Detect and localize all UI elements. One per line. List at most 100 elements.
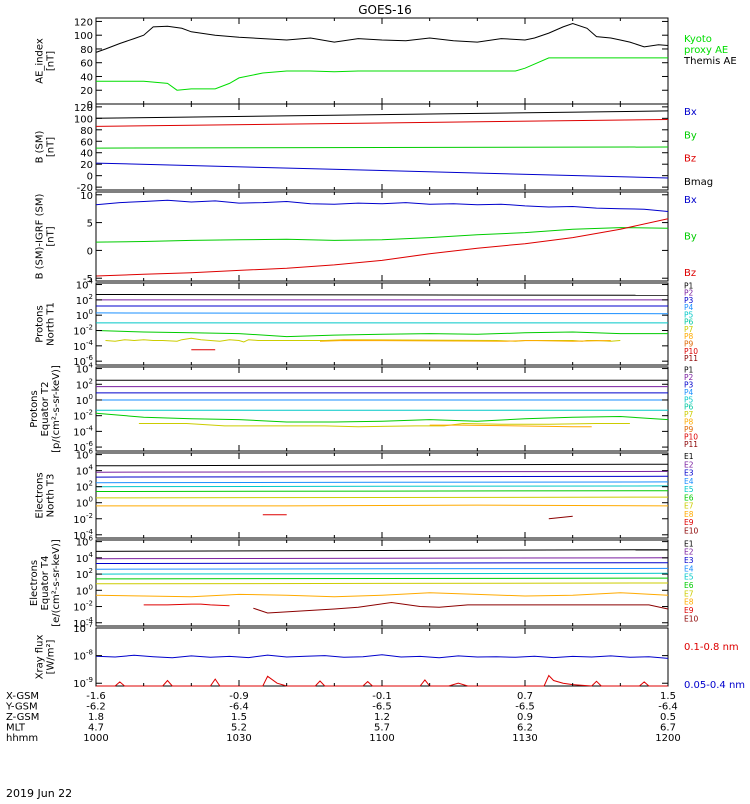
legend-entry: P6 <box>684 403 694 412</box>
legend-entry: P2 <box>684 289 694 298</box>
panel-ae: 0 20 40 60 80 100 120 AE_index[nT] Kyoto proxy AE… <box>35 17 737 111</box>
y-tick-label: 0 <box>87 172 93 183</box>
legend-entry: P9 <box>684 425 694 434</box>
series-e8 <box>95 592 669 598</box>
legend-entry: E5 <box>684 573 694 582</box>
y-tick-label: 10-4 <box>73 339 93 353</box>
series-e2 <box>95 470 669 473</box>
y-tick-label: 100 <box>76 393 93 407</box>
legend-entry: E10 <box>684 527 699 536</box>
series-kyoto-proxy-ae <box>96 57 668 91</box>
legend-entry: P1 <box>684 366 694 375</box>
y-tick-label: 104 <box>76 551 94 565</box>
axis-row-value: 1030 <box>226 733 251 744</box>
legend-entry: P11 <box>684 440 698 449</box>
y-axis-label: B (SM)-IGRF (SM)[nT] <box>35 194 57 280</box>
y-tick-label: 0 <box>87 100 93 111</box>
legend-entry: 0.05-0.4 nm <box>684 680 745 691</box>
y-tick-label: -5 <box>83 274 93 285</box>
axis-row-label: X-GSM <box>6 691 39 702</box>
series-e10 <box>253 601 669 614</box>
y-tick-label: 102 <box>76 377 93 391</box>
legend-entry: E7 <box>684 502 694 511</box>
legend-entry: By <box>684 232 697 243</box>
series-e2 <box>95 557 669 560</box>
legend-entry: P2 <box>684 373 694 382</box>
y-tick-label: 102 <box>76 293 93 307</box>
y-tick-label: 20 <box>80 86 93 97</box>
legend-entry: P7 <box>684 410 694 419</box>
series-e7 <box>95 582 669 585</box>
y-tick-label: 104 <box>76 362 94 376</box>
series-e4 <box>95 481 669 484</box>
axis-row-value: -6.4 <box>658 702 678 713</box>
axis-row-value: -6.4 <box>229 702 249 713</box>
legend-entry: E9 <box>684 518 694 527</box>
y-tick-label: 10-4 <box>73 424 93 438</box>
axis-row-value: 0.9 <box>517 712 533 723</box>
y-tick-label: 10-7 <box>73 621 93 635</box>
axis-row-value: -6.5 <box>372 702 392 713</box>
legend-entry: P4 <box>684 303 694 312</box>
series-e5 <box>95 572 669 575</box>
series-e10 <box>548 515 573 520</box>
y-axis-label: ElectronsNorth T3 <box>35 472 57 518</box>
series-e1 <box>95 463 669 467</box>
legend-entry: By <box>684 130 697 141</box>
series-bx <box>95 199 669 212</box>
y-tick-label: 120 <box>74 103 93 114</box>
legend-entry: P11 <box>684 354 698 363</box>
series-bz <box>95 119 669 127</box>
panel-xray: 10-7 10-8 10-9 Xray flux[W/m²] 0.1-0.8 nm 0.0… <box>35 621 746 691</box>
series-by <box>95 146 669 149</box>
legend-entry: E6 <box>684 494 694 503</box>
plot-date: 2019 Jun 22 <box>6 787 72 800</box>
y-tick-label: 40 <box>80 72 93 83</box>
legend-entry: E9 <box>684 606 694 615</box>
axis-row-value: 6.2 <box>517 723 533 734</box>
y-tick-label: 102 <box>76 480 93 494</box>
axis-row-value: 5.7 <box>374 723 390 734</box>
legend-entry: Kyoto proxy AE <box>684 34 728 56</box>
axis-row-value: 0.5 <box>660 712 676 723</box>
legend-entry: P3 <box>684 380 694 389</box>
series-p7 <box>138 422 630 428</box>
legend-entry: Bmag <box>684 177 713 188</box>
series-0-05-0-4-nm <box>96 674 668 687</box>
y-tick-label: 100 <box>76 583 93 597</box>
legend-entry: E4 <box>684 477 694 486</box>
series-e3 <box>95 562 669 564</box>
panel-bigrf: -5 0 5 10 B (SM)-IGRF (SM)[nT] Bx By Bz <box>35 191 697 285</box>
y-tick-label: 104 <box>76 464 94 478</box>
legend-entry: E1 <box>684 539 694 548</box>
legend-entry: P8 <box>684 332 694 341</box>
legend-entry: P9 <box>684 340 694 349</box>
y-tick-label: 60 <box>80 59 93 70</box>
legend-entry: E10 <box>684 614 699 623</box>
axis-row-value: 6.7 <box>660 723 676 734</box>
axis-row-label: Y-GSM <box>5 702 38 713</box>
axis-row-value: 1.8 <box>88 712 104 723</box>
series-p4 <box>95 312 669 315</box>
axis-row-value: -6.2 <box>86 702 106 713</box>
legend-entry: E2 <box>684 460 694 469</box>
legend-entry: 0.1-0.8 nm <box>684 642 739 653</box>
axis-row-value: 1.5 <box>660 691 676 702</box>
legend-entry: E8 <box>684 510 694 519</box>
legend-entry: Bx <box>684 195 697 206</box>
y-tick-label: 106 <box>76 535 94 549</box>
legend-entry: P7 <box>684 325 694 334</box>
axis-row-value: 1100 <box>369 733 394 744</box>
y-tick-label: 104 <box>76 278 94 292</box>
series-by <box>95 227 669 243</box>
series-p8 <box>429 424 592 428</box>
series-e4 <box>95 567 669 570</box>
series-e9 <box>143 603 230 607</box>
axis-row-value: 1.2 <box>374 712 390 723</box>
axis-row-label: Z-GSM <box>6 712 39 723</box>
y-tick-label: 10-8 <box>73 649 93 663</box>
y-tick-label: 10-2 <box>73 512 93 526</box>
y-axis-label: AE_index[nT] <box>35 38 57 84</box>
